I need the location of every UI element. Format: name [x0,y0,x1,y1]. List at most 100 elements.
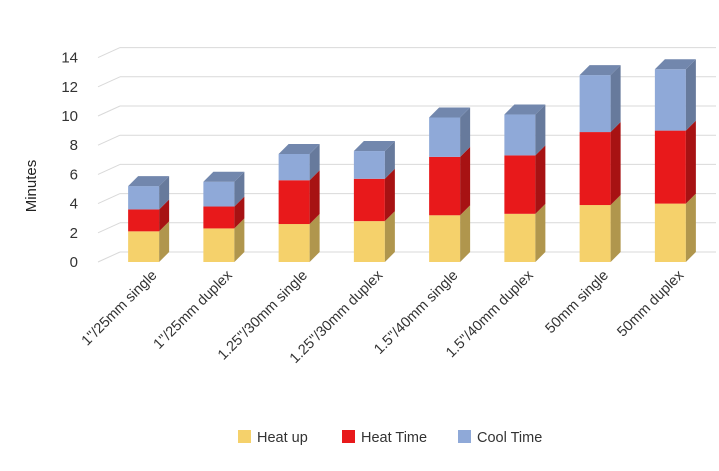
bar-front [429,215,461,262]
bar-front [203,206,235,229]
x-tick-label: 1"/25mm duplex [151,267,237,353]
bar-segment [203,196,245,229]
bar-front [654,130,686,204]
y-tick-label: 4 [70,196,78,213]
gridline-depth [97,163,121,175]
bar-segment [278,143,320,181]
legend-item: Heat up [238,430,308,446]
legend-item: Cool Time [458,430,542,446]
gridline-depth [97,222,121,234]
bar-front [654,203,686,262]
bar-top [579,65,621,76]
bar-segment [353,168,395,222]
bar-front [278,153,310,181]
legend-label: Heat Time [361,430,427,446]
gridline-depth [97,105,121,117]
legend-label: Heat up [257,430,308,446]
bar-segment [128,199,170,232]
bar-top [278,143,320,154]
bar-segment [429,146,471,216]
bar-segment [504,203,546,262]
bar-side [685,120,696,204]
bar-segment [128,176,170,210]
bar-side [535,145,546,214]
bar-segment [353,141,395,179]
bar-front [203,228,235,262]
bar-side [685,59,696,131]
bar-segment [579,65,621,133]
bar-front [654,69,686,131]
bar-front [579,205,611,262]
gridline-depth [97,134,121,146]
y-tick-label: 2 [70,225,78,242]
legend-item: Heat Time [342,430,427,446]
y-tick-label: 0 [70,254,78,271]
y-tick-label: 6 [70,166,78,183]
bar-top [353,141,395,152]
bar-segment [203,171,245,207]
bar-front [504,155,536,214]
bar-front [353,151,385,179]
bar-segment [579,122,621,206]
x-tick-label: 50mm duplex [614,267,687,340]
bar-side [610,195,621,262]
bar-side [610,65,621,133]
bar-segment [128,221,170,262]
bar-side [384,168,395,222]
bar-front [128,231,160,262]
bar-side [309,143,320,181]
legend-swatch [342,430,355,443]
bar-segment [203,218,245,262]
gridline-depth [97,47,121,59]
y-tick-label: 10 [61,108,78,125]
bar-segment [429,107,471,157]
bar-side [535,104,546,156]
y-axis-ticks: 0 2 4 6 8 10 12 14 [61,50,78,271]
bar-side [610,122,621,206]
bar-segment [654,120,696,204]
bar-segment [504,145,546,214]
bar-segment [504,104,546,156]
bar-top [504,104,546,115]
bar-segment [654,193,696,262]
y-tick-label: 8 [70,137,78,154]
bar-front [278,180,310,225]
x-tick-label: 50mm single [543,268,612,337]
bar-side [460,107,471,157]
gridline-depth [97,251,121,263]
bar-side [460,146,471,216]
bar-top [654,59,696,70]
bar-side [309,170,320,225]
legend-swatch [458,430,471,443]
bar-side [159,199,170,232]
bar-front [429,117,461,157]
bar-side [384,141,395,179]
bar-front [579,132,611,206]
legend-label: Cool Time [477,430,542,446]
bars [128,59,696,262]
bar-front [353,178,385,222]
bar-side [460,205,471,262]
bar-front [128,209,160,232]
bar-front [504,114,536,156]
legend: Heat up Heat Time Cool Time [238,430,542,446]
x-tick-label: 1"/25mm single [79,268,161,350]
bar-front [203,181,235,207]
bar-side [234,196,245,229]
bar-segment [353,211,395,262]
gridline-depth [97,76,121,88]
bar-side [234,218,245,262]
bar-side [384,211,395,262]
bar-segment [278,214,320,262]
bar-side [234,171,245,207]
bar-side [535,203,546,262]
bar-side [685,193,696,262]
bar-front [353,221,385,262]
gridlines [97,47,716,263]
bar-side [309,214,320,262]
bar-segment [278,170,320,225]
bar-segment [429,205,471,262]
